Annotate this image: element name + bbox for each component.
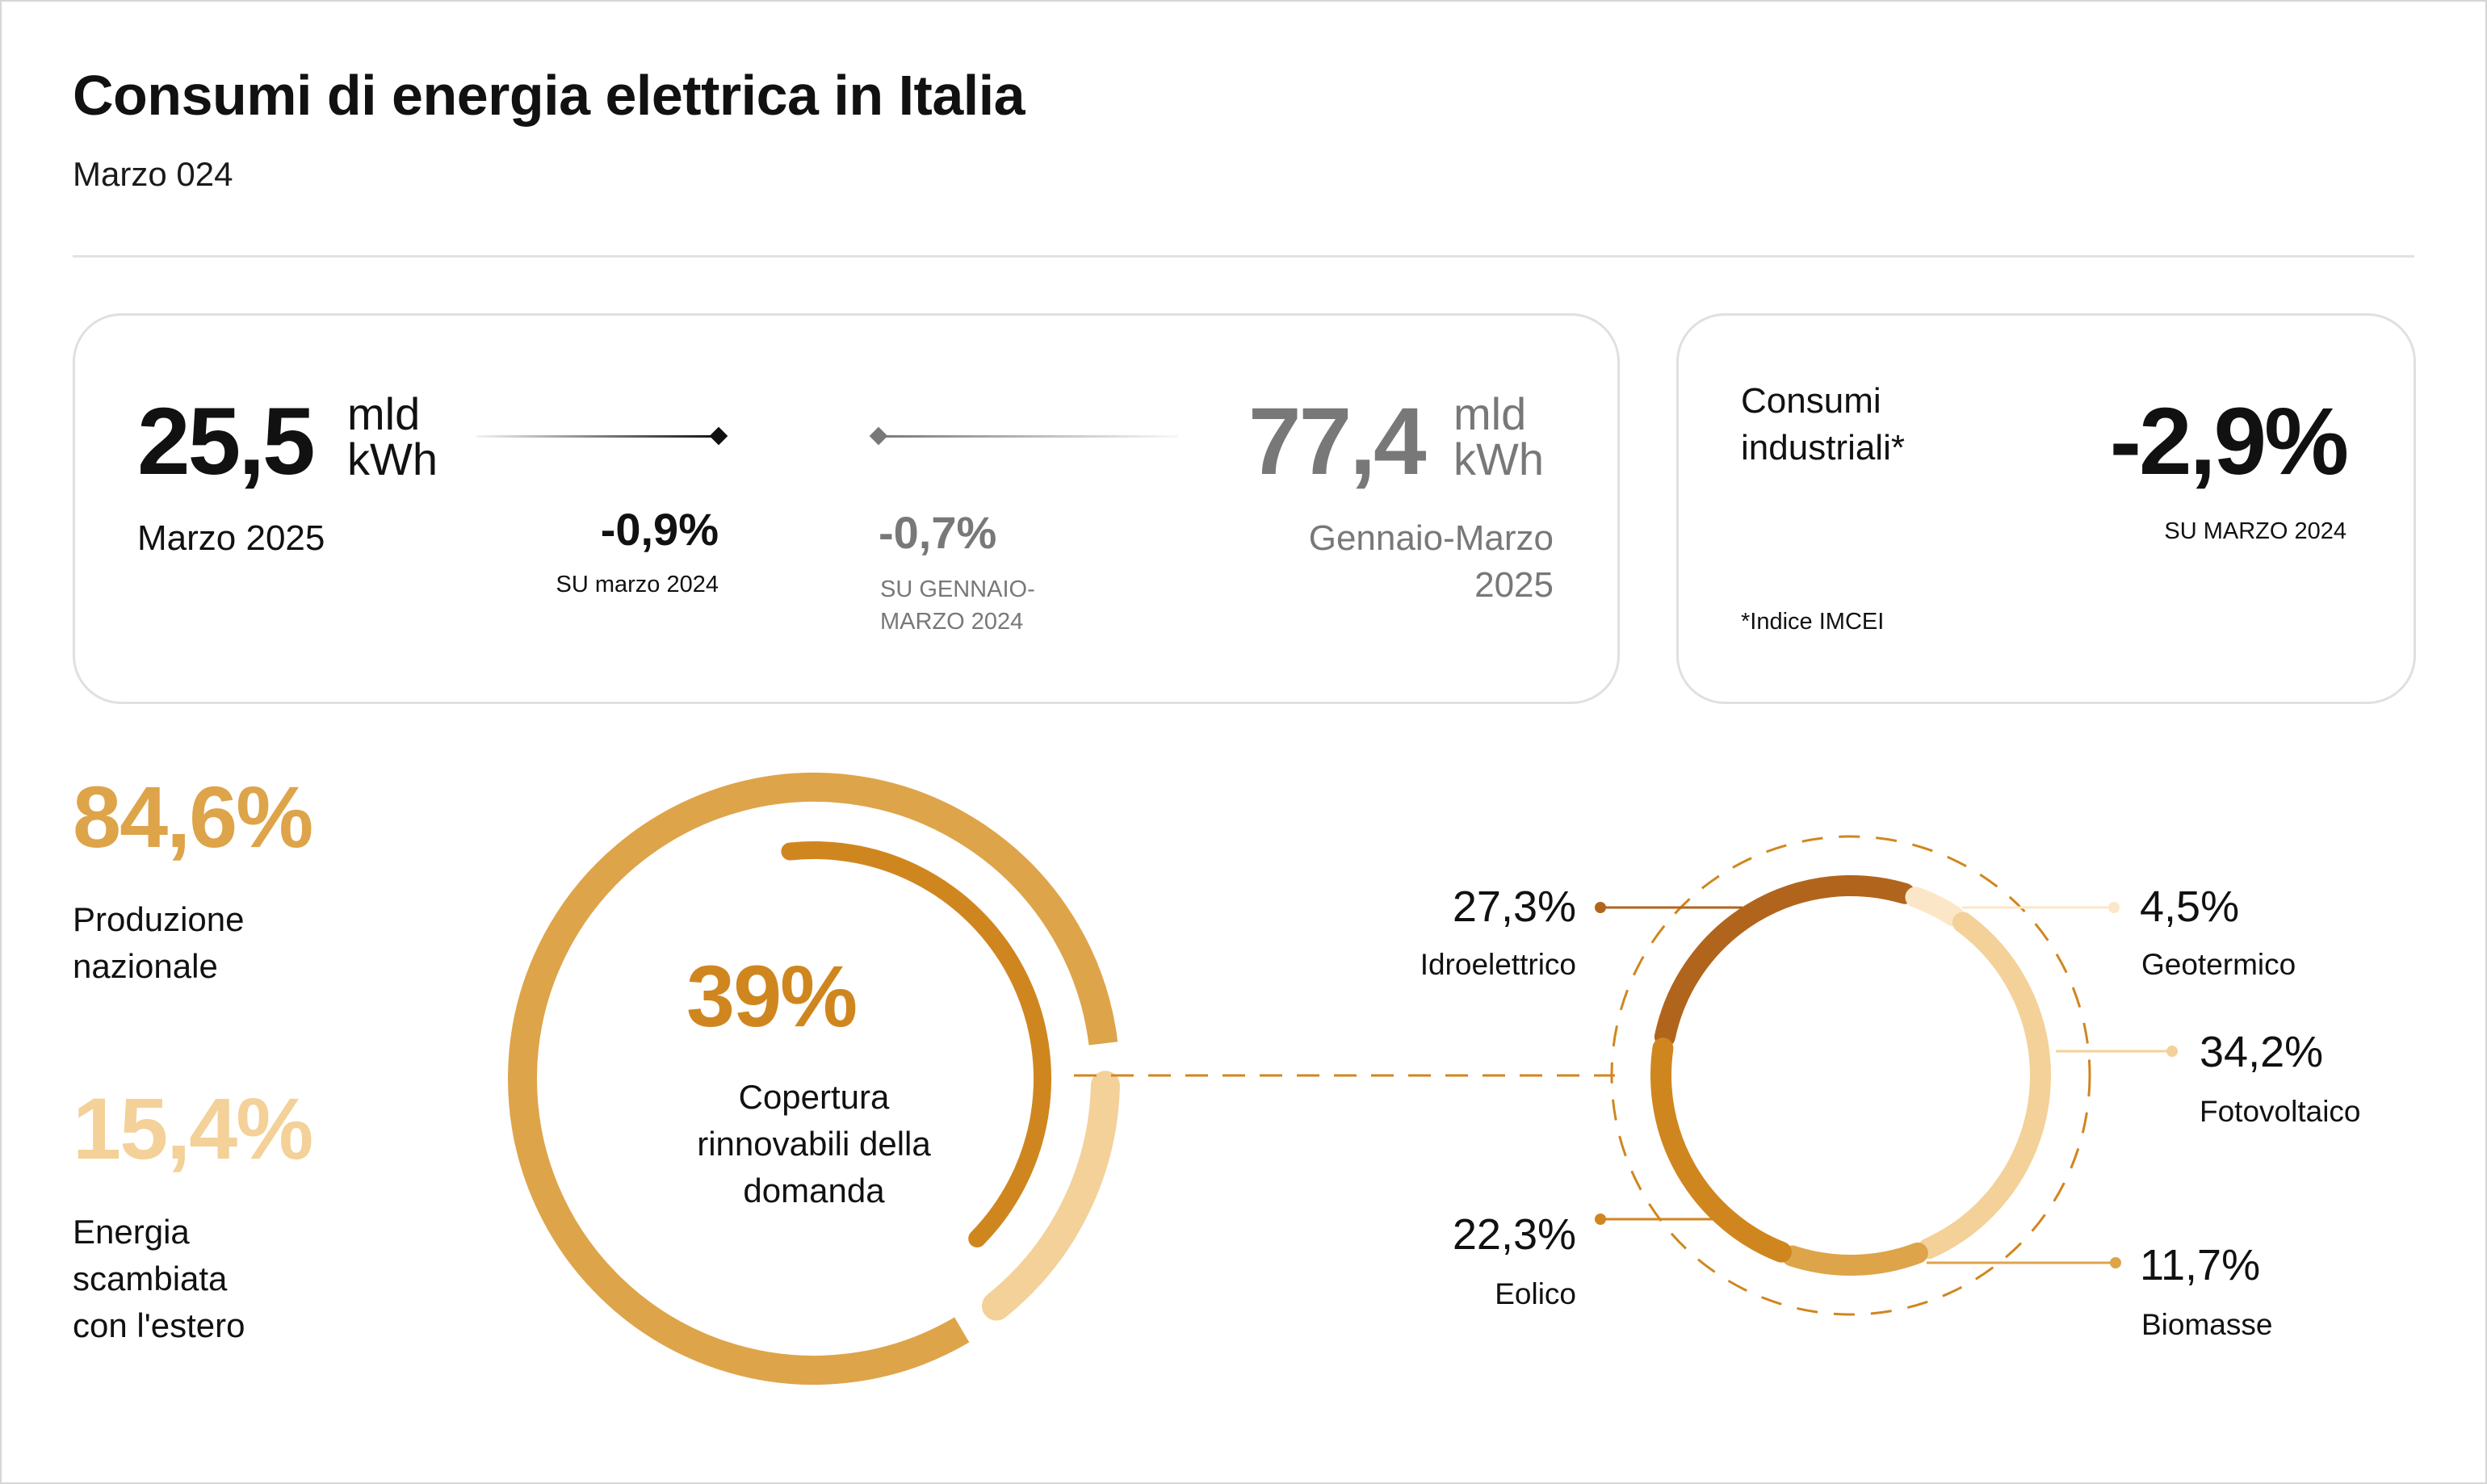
industrial-delta-label: SU MARZO 2024 (2164, 518, 2347, 544)
cumulative-delta: -0,7% (879, 507, 997, 558)
cumulative-connector (869, 426, 1179, 446)
slice-name-eolico: Eolico (1495, 1277, 1576, 1310)
renewables-donut (1595, 835, 2178, 1316)
slice-name-idroelettrico: Idroelettrico (1420, 948, 1576, 981)
leader-fotovoltaico-dot (2166, 1046, 2178, 1057)
national-production-label-1: Produzione (73, 900, 245, 938)
monthly-unit-1: mld (347, 388, 421, 439)
industrial-delta: -2,9% (2109, 388, 2349, 495)
exchange-energy-pct: 15,4% (73, 1079, 313, 1177)
national-production-label-2: nazionale (73, 947, 218, 985)
slice-value-idroelettrico: 27,3% (1452, 882, 1576, 931)
cumulative-period-1: Gennaio-Marzo (1308, 518, 1554, 558)
slice-national-production (508, 773, 1118, 1385)
slice-geotermico (1905, 887, 1965, 927)
cumulative-value: 77,4 (1248, 388, 1427, 495)
slice-name-biomasse: Biomasse (2141, 1308, 2273, 1341)
industrial-card (1676, 313, 2416, 704)
industrial-label-1: Consumi (1741, 381, 1881, 421)
cumulative-unit-2: kWh (1453, 434, 1544, 484)
monthly-unit-2: kWh (347, 434, 438, 484)
coverage-label-3: domanda (743, 1172, 885, 1209)
monthly-connector (476, 426, 728, 446)
leader-idroelettrico-dot (1595, 902, 1606, 913)
slice-eolico (1650, 1038, 1792, 1263)
outer-dashed-ring (1610, 835, 2091, 1316)
slice-name-geotermico: Geotermico (2141, 948, 2296, 981)
slice-biomasse (1781, 1242, 1928, 1276)
cumulative-delta-label-2: MARZO 2024 (880, 609, 1024, 635)
monthly-period: Marzo 2025 (137, 518, 325, 558)
exchange-energy-label-1: Energia (73, 1213, 190, 1251)
monthly-delta: -0,9% (600, 504, 719, 555)
slice-idroelettrico (1654, 875, 1915, 1048)
monthly-delta-label: SU marzo 2024 (556, 572, 719, 597)
header-divider (73, 255, 2414, 258)
page-title: Consumi di energia elettrica in Italia (73, 64, 1025, 127)
slice-exchange-energy (981, 1071, 1120, 1321)
production-donut (508, 773, 1615, 1385)
monthly-value: 25,5 (137, 388, 316, 495)
industrial-footnote: *Indice IMCEI (1741, 609, 1885, 635)
coverage-pct: 39% (686, 947, 858, 1045)
industrial-label-2: industriali* (1741, 428, 1905, 467)
page-subtitle: Marzo 024 (73, 155, 233, 193)
cumulative-period-2: 2025 (1474, 565, 1554, 605)
arc-renewable-coverage (781, 841, 1051, 1247)
slice-fotovoltaico (1918, 912, 2051, 1260)
exchange-energy-label-3: con l'estero (73, 1306, 245, 1344)
leader-eolico-dot (1595, 1214, 1606, 1225)
slice-value-eolico: 22,3% (1452, 1210, 1576, 1259)
leader-biomasse-dot (2110, 1257, 2121, 1268)
exchange-energy-label-2: scambiata (73, 1260, 228, 1297)
slice-value-geotermico: 4,5% (2140, 882, 2240, 931)
slice-value-biomasse: 11,7% (2140, 1241, 2261, 1289)
cumulative-delta-label-1: SU GENNAIO- (880, 576, 1035, 602)
slice-value-fotovoltaico: 34,2% (2200, 1028, 2324, 1076)
national-production-pct: 84,6% (73, 768, 313, 866)
coverage-label-1: Copertura (738, 1078, 890, 1116)
leader-geotermico-dot (2108, 902, 2120, 913)
slice-name-fotovoltaico: Fotovoltaico (2200, 1095, 2361, 1128)
coverage-label-2: rinnovabili della (697, 1125, 931, 1163)
cumulative-unit-1: mld (1453, 388, 1527, 439)
consumption-card (73, 313, 1620, 704)
